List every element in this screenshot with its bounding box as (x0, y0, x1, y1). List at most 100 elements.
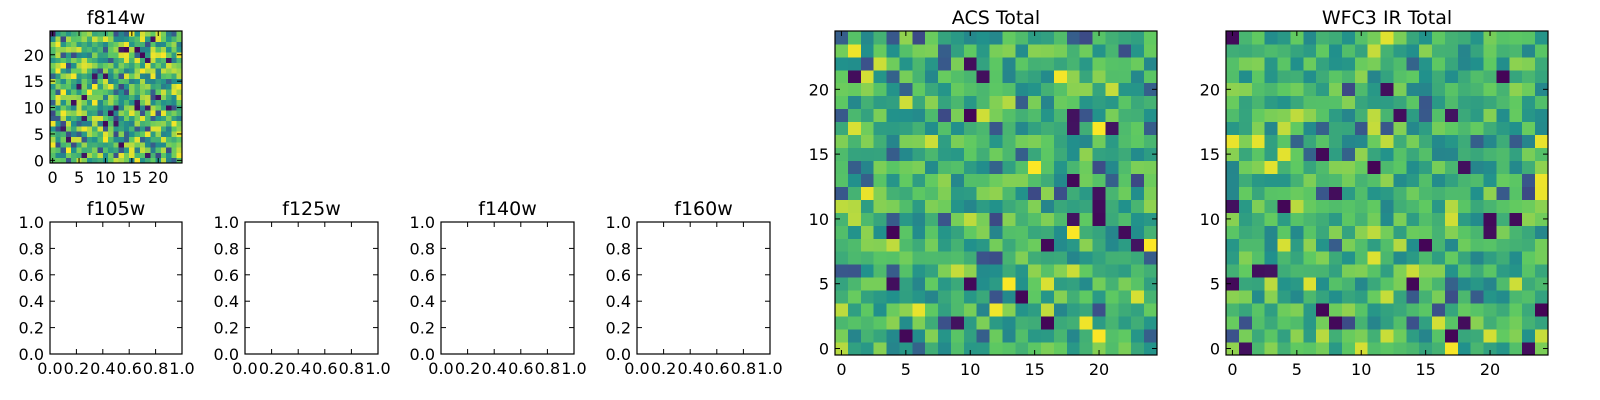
heatmap-cell (86, 131, 93, 137)
heatmap-cell (1144, 238, 1158, 252)
heatmap-cell (989, 186, 1003, 200)
heatmap-cell (65, 120, 72, 127)
heatmap-cell (835, 225, 849, 239)
heatmap-cell (1457, 199, 1472, 213)
heatmap-cell (873, 277, 887, 291)
heatmap-cell (1251, 108, 1266, 123)
heatmap-cell (1419, 95, 1433, 110)
axes-frame (244, 221, 379, 355)
heatmap-cell (145, 120, 151, 127)
heatmap-cell (938, 199, 952, 213)
heatmap-cell (1028, 303, 1042, 317)
heatmap-cell (123, 67, 130, 74)
heatmap-cell (155, 136, 162, 143)
heatmap-cell (1316, 264, 1330, 278)
y-tick-label: 0 (34, 151, 44, 170)
heatmap-cell (1470, 212, 1484, 226)
heatmap-cell (1238, 82, 1253, 97)
heatmap-cell (873, 212, 887, 226)
heatmap-cell (1483, 43, 1497, 58)
heatmap-cell (60, 147, 67, 153)
heatmap-cell (963, 238, 978, 252)
heatmap-cell (97, 152, 104, 159)
heatmap-cell (1015, 160, 1029, 174)
heatmap-cell (1341, 95, 1356, 110)
heatmap-cell (171, 141, 178, 148)
y-tick-label: 0.0 (606, 345, 631, 364)
heatmap-cell (145, 67, 151, 74)
heatmap-cell (1341, 160, 1356, 174)
heatmap-cell (1144, 56, 1158, 71)
heatmap-cell (1092, 212, 1106, 226)
heatmap-cell (886, 251, 900, 265)
heatmap-cell (1041, 277, 1055, 291)
heatmap-cell (976, 329, 990, 343)
y-tick-label: 0.4 (606, 292, 631, 311)
heatmap-cell (1079, 251, 1093, 265)
heatmap-cell (118, 126, 125, 132)
heatmap-cell (65, 147, 72, 153)
heatmap-cell (123, 46, 130, 53)
heatmap-cell (1419, 329, 1433, 343)
heatmap-cell (118, 157, 125, 164)
heatmap-cell (1341, 134, 1356, 149)
heatmap-cell (873, 225, 887, 239)
heatmap-cell (1066, 329, 1081, 343)
heatmap-cell (1015, 316, 1029, 330)
heatmap-cell (963, 251, 978, 265)
heatmap-cell (1105, 147, 1119, 161)
heatmap-cell (134, 41, 141, 48)
heatmap-cell (847, 82, 862, 97)
heatmap-cell (912, 108, 926, 123)
heatmap-cell (1028, 212, 1042, 226)
heatmap-cell (1496, 329, 1510, 343)
heatmap-cell (176, 41, 183, 48)
heatmap-cell (176, 147, 183, 153)
heatmap-cell (65, 94, 72, 101)
heatmap-cell (1079, 329, 1093, 343)
heatmap-cell (1393, 147, 1407, 161)
heatmap-cell (1535, 31, 1549, 45)
heatmap-cell (160, 131, 167, 137)
heatmap-cell (1419, 238, 1433, 252)
heatmap-cell (1226, 31, 1240, 45)
heatmap-cell (86, 52, 93, 58)
heatmap-cell (1432, 212, 1446, 226)
heatmap-cell (150, 136, 156, 143)
heatmap-cell (886, 31, 900, 45)
heatmap-cell (1470, 329, 1484, 343)
heatmap-cell (97, 67, 104, 74)
heatmap-cell (129, 57, 135, 64)
heatmap-cell (171, 62, 178, 69)
heatmap-cell (1470, 121, 1484, 136)
axes-frame (636, 221, 771, 355)
y-tick-label: 0.4 (19, 292, 44, 311)
heatmap-cell (899, 56, 913, 71)
heatmap-cell (989, 43, 1003, 58)
heatmap-cell (160, 152, 167, 159)
heatmap-cell (1341, 56, 1356, 71)
heatmap-cell (1144, 329, 1158, 343)
heatmap-cell (76, 110, 83, 116)
heatmap-cell (166, 110, 172, 116)
heatmap-cell (1041, 264, 1055, 278)
heatmap-cell (60, 52, 67, 58)
heatmap-cell (938, 173, 952, 187)
heatmap-cell (1367, 199, 1381, 213)
heatmap-cell (1329, 303, 1343, 317)
heatmap-cell (1354, 160, 1369, 174)
heatmap-cell (1303, 160, 1317, 174)
heatmap-cell (150, 83, 156, 90)
heatmap-cell (1028, 43, 1042, 58)
heatmap-cell (134, 52, 141, 58)
heatmap-cell (976, 251, 990, 265)
heatmap-cell (97, 110, 104, 116)
heatmap-cell (1367, 147, 1381, 161)
heatmap-cell (1144, 225, 1158, 239)
heatmap-cell (1131, 251, 1145, 265)
heatmap-cell (1432, 147, 1446, 161)
heatmap-cell (113, 141, 120, 148)
x-tick-label: 15 (1024, 360, 1044, 379)
heatmap-cell (108, 41, 114, 48)
heatmap-cell (55, 131, 61, 137)
